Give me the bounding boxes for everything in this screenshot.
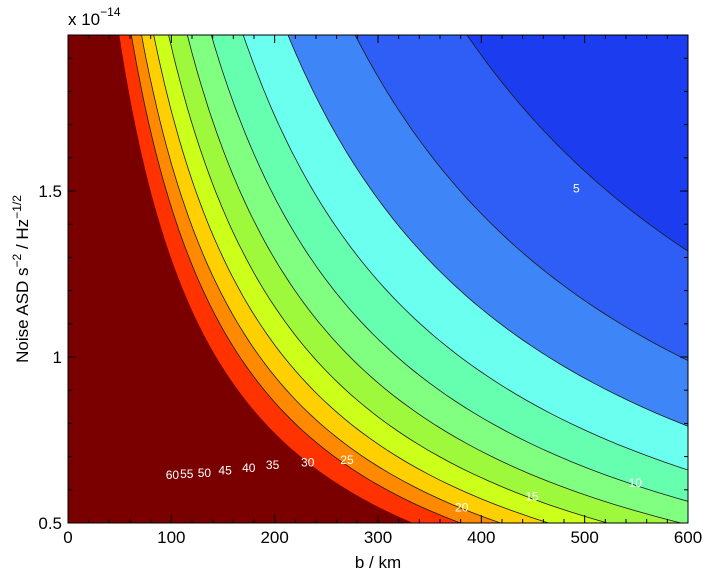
contour-label-40: 40: [242, 461, 256, 475]
contour-label-50: 50: [198, 466, 212, 480]
contour-line-25: [287, 35, 688, 427]
contour-line-20: [354, 35, 688, 362]
y-tick-label: 0.5: [38, 514, 62, 533]
contour-label-10: 10: [629, 476, 643, 490]
x-tick-label: 0: [63, 528, 72, 547]
contour-line-35: [210, 35, 688, 502]
y-axis-title: Noise ASD s−2 / Hz−1/2: [10, 195, 32, 363]
x-tick-label: 600: [674, 528, 702, 547]
x-tick-label: 100: [157, 528, 185, 547]
y-multiplier-base: x 10: [68, 10, 100, 29]
x-tick-label: 200: [260, 528, 288, 547]
y-axis-title-sup1: −2: [10, 253, 24, 267]
contour-label-35: 35: [266, 458, 280, 472]
contour-label-25: 25: [340, 453, 354, 467]
x-axis-title: b / km: [355, 553, 401, 572]
y-axis-title-mid: / Hz: [13, 219, 32, 254]
x-tick-label: 500: [570, 528, 598, 547]
contour-region-top: [68, 35, 414, 523]
contour-fills: [68, 35, 688, 523]
contour-label-30: 30: [301, 455, 315, 469]
contour-label-20: 20: [455, 501, 469, 515]
contour-line-30: [242, 35, 688, 471]
contour-label-55: 55: [180, 467, 194, 481]
contour-line-40: [186, 35, 681, 523]
contour-label-15: 15: [525, 489, 539, 503]
contour-line-50: [153, 35, 549, 523]
y-axis: 0.5 1 1.5: [38, 57, 688, 533]
contour-lines: [130, 35, 711, 523]
contour-label-45: 45: [218, 464, 232, 478]
contour-line-60: [130, 35, 461, 523]
x-axis: 0 100 200 300 400 500 600: [63, 35, 702, 547]
y-tick-label: 1: [53, 348, 62, 367]
contour-line-55: [141, 35, 501, 523]
y-axis-title-sup2: −1/2: [10, 195, 24, 219]
y-multiplier: x 10−14: [68, 5, 121, 29]
x-tick-label: 400: [467, 528, 495, 547]
y-axis-title-main: Noise ASD s: [13, 267, 32, 362]
y-tick-label: 1.5: [38, 182, 62, 201]
contour-label-5: 5: [573, 182, 580, 196]
contour-line-15: [466, 35, 688, 252]
y-multiplier-exponent: −14: [100, 5, 121, 19]
x-tick-label: 300: [364, 528, 392, 547]
contour-line-10: [691, 35, 711, 523]
contour-line-45: [168, 35, 608, 523]
contour-label-60: 60: [166, 468, 180, 482]
